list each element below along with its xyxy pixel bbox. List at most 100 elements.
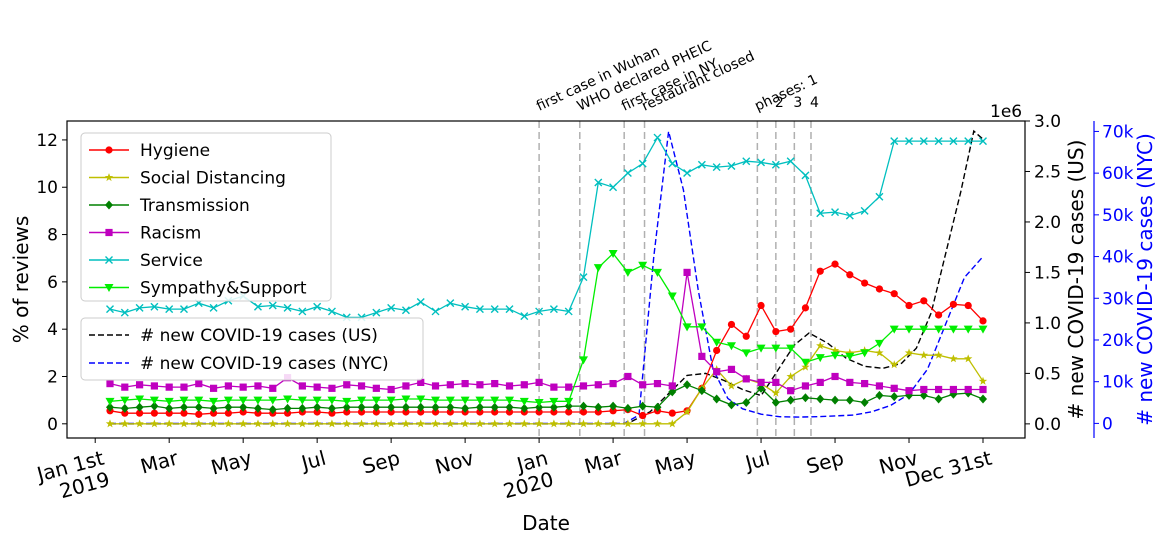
data-point — [875, 390, 884, 400]
data-point — [668, 159, 677, 168]
data-point — [165, 403, 174, 413]
data-point — [416, 395, 426, 404]
y2-tick-label: 2.0 — [1034, 213, 1061, 233]
data-point — [164, 397, 174, 406]
x-tick-label: May — [652, 446, 698, 480]
data-point — [224, 402, 233, 412]
data-point — [579, 273, 588, 282]
data-point — [120, 403, 129, 413]
data-point — [386, 396, 396, 405]
data-point — [667, 292, 677, 301]
data-point — [697, 160, 706, 169]
data-point — [357, 382, 366, 390]
legend-label: Transmission — [139, 196, 250, 216]
data-point — [253, 302, 262, 311]
data-point — [594, 408, 602, 416]
data-point — [727, 365, 736, 373]
data-point — [135, 409, 144, 417]
data-point — [564, 419, 573, 428]
data-point — [904, 325, 914, 334]
data-point — [417, 408, 425, 416]
data-point — [505, 419, 514, 428]
data-point — [387, 419, 396, 428]
data-point — [845, 352, 855, 361]
x-tick-label-line: Mar — [582, 445, 625, 478]
data-point — [623, 419, 633, 428]
y-tick-label: 8 — [47, 226, 58, 246]
data-point — [889, 325, 899, 334]
data-point — [327, 307, 336, 316]
data-point — [328, 409, 336, 417]
data-point — [801, 382, 810, 390]
data-point — [579, 408, 588, 416]
data-point — [652, 268, 662, 277]
legend-label: Service — [140, 251, 203, 271]
data-point — [786, 372, 795, 381]
data-point — [712, 163, 721, 172]
data-point — [150, 382, 158, 390]
y3-tick-label: 70k — [1102, 122, 1134, 142]
data-point — [372, 419, 381, 428]
data-point — [786, 344, 796, 353]
data-point — [594, 402, 603, 412]
data-point — [860, 398, 869, 408]
data-point — [120, 396, 130, 405]
series-sympathy-support — [105, 249, 988, 408]
data-point — [104, 284, 114, 292]
data-point — [150, 419, 159, 428]
data-point — [830, 351, 840, 360]
y3-tick-label: 0 — [1102, 414, 1113, 434]
data-point — [135, 303, 144, 312]
data-point — [978, 325, 988, 334]
data-point — [934, 137, 943, 146]
data-point — [623, 403, 632, 413]
x-tick-label: Mar — [582, 445, 625, 478]
data-point — [815, 354, 825, 363]
data-point — [742, 332, 750, 340]
data-point — [431, 307, 440, 316]
legend: Hygiene Social Distancing Transmission Raci… — [80, 132, 424, 381]
x-tick-label: Nov — [432, 446, 476, 479]
data-point — [564, 401, 573, 411]
x-tick-label: Sep — [360, 446, 403, 479]
data-point — [549, 402, 558, 412]
data-point — [490, 402, 499, 412]
data-point — [712, 394, 721, 404]
data-point — [357, 419, 366, 428]
data-point — [268, 301, 277, 310]
data-point — [402, 408, 410, 416]
data-point — [402, 382, 410, 390]
y3-tick-label: 50k — [1102, 206, 1134, 226]
x-tick-label: Jul — [297, 446, 328, 476]
data-point — [757, 158, 766, 167]
data-point — [816, 394, 825, 404]
data-point — [209, 384, 218, 392]
data-point — [594, 178, 603, 187]
data-point — [327, 396, 337, 405]
data-point — [683, 169, 692, 178]
data-point — [579, 419, 588, 428]
data-point — [357, 396, 367, 405]
data-point — [505, 408, 514, 416]
data-point — [180, 409, 188, 417]
legend-label: # new COVID-19 cases (US) — [140, 326, 378, 346]
data-point — [713, 368, 721, 376]
data-point — [283, 403, 292, 413]
y2-tick-label: 0.0 — [1034, 415, 1061, 435]
data-point — [935, 311, 943, 319]
data-point — [505, 402, 514, 412]
data-point — [387, 303, 396, 312]
data-point — [801, 393, 810, 403]
data-point — [845, 395, 854, 405]
data-point — [683, 380, 692, 390]
data-point — [401, 395, 411, 404]
data-point — [520, 312, 529, 321]
data-point — [520, 381, 528, 389]
data-point — [934, 325, 944, 334]
data-point — [979, 137, 987, 146]
data-point — [372, 408, 380, 416]
data-point — [283, 303, 292, 312]
data-point — [106, 402, 114, 412]
data-point — [461, 379, 469, 388]
